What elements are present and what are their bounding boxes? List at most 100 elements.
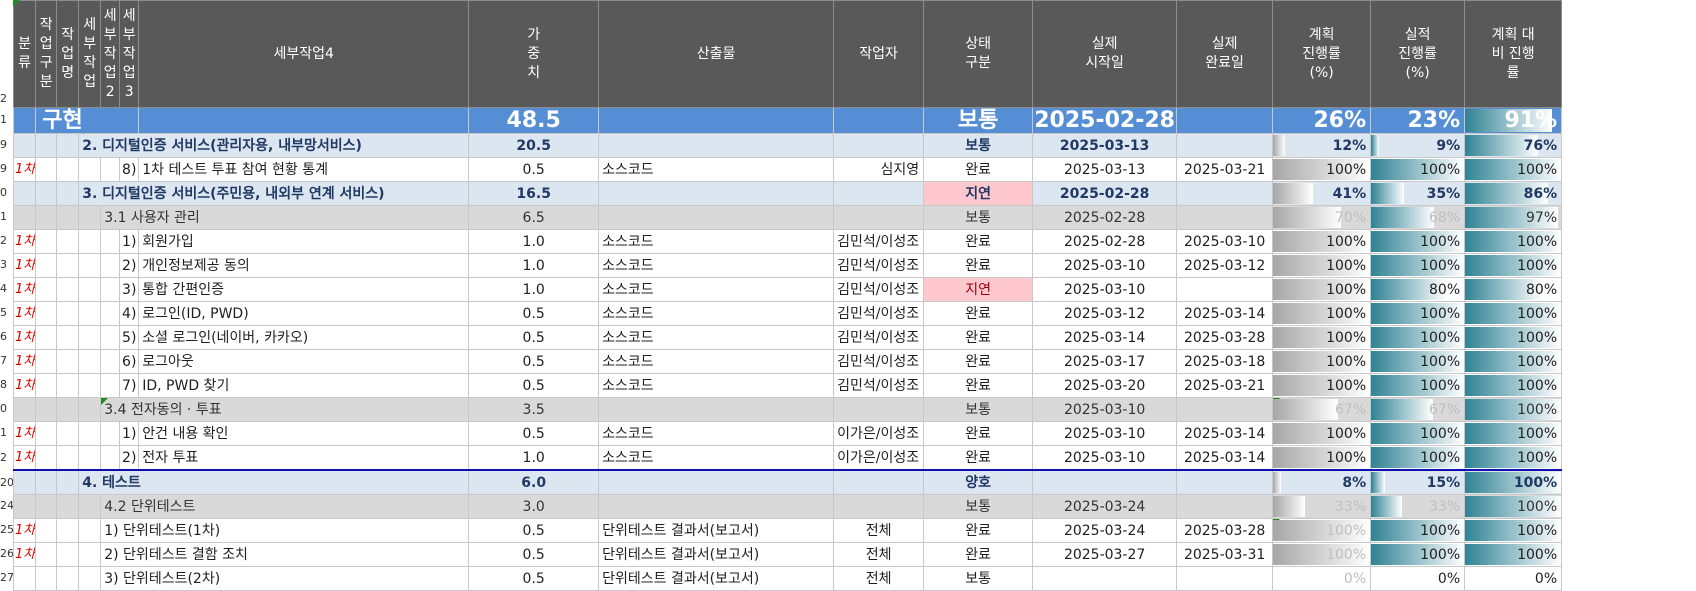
work-type-cell[interactable] [35,373,58,398]
header-work-name[interactable]: 작업명 [56,0,80,108]
status-cell[interactable]: 보통 [923,494,1034,519]
weight-cell[interactable]: 1.0 [468,229,600,254]
work-type-cell[interactable] [35,157,58,182]
task-label[interactable]: 로그인(ID, PWD) [138,301,470,326]
worker-cell[interactable]: 김민석/이성조 [833,253,925,278]
plan-cell[interactable]: 100% [1272,229,1372,254]
sub2-cell[interactable] [100,349,121,374]
task-label[interactable]: 안건 내용 확인 [138,421,470,446]
total-actual[interactable]: 23% [1370,107,1466,134]
sub1-cell[interactable] [78,494,102,519]
cat-cell[interactable] [12,181,37,206]
task-label[interactable]: 개인정보제공 동의 [138,253,470,278]
ratio-cell[interactable]: 76% [1464,133,1563,158]
work-type-cell[interactable] [35,469,58,495]
sub1-cell[interactable] [78,542,102,567]
work-type-cell[interactable] [35,205,58,230]
ratio-cell[interactable]: 100% [1464,518,1563,543]
work-name-cell[interactable] [56,542,80,567]
cat-cell[interactable] [12,397,37,422]
cat-cell[interactable]: 1차 [12,349,37,374]
output-cell[interactable]: 소스코드 [598,157,835,182]
ratio-cell[interactable]: 100% [1464,445,1563,471]
work-type-cell[interactable] [35,325,58,350]
section-label[interactable]: 3. 디지털인증 서비스(주민용, 내외부 연계 서비스) [78,181,470,206]
status-cell[interactable]: 보통 [923,566,1034,591]
ratio-cell[interactable]: 100% [1464,325,1563,350]
subsection-label[interactable]: 3.4 전자동의 · 투표 [100,397,470,422]
status-cell[interactable]: 보통 [923,205,1034,230]
plan-cell[interactable]: 70% [1272,205,1372,230]
output-cell[interactable]: 소스코드 [598,277,835,302]
end-date-cell[interactable]: 2025-03-31 [1176,542,1274,567]
end-date-cell[interactable]: 2025-03-28 [1176,518,1274,543]
plan-cell[interactable]: 67% [1272,397,1372,422]
row-number[interactable]: 9 [0,139,7,151]
status-cell[interactable]: 완료 [923,157,1034,182]
sub1-cell[interactable] [78,157,102,182]
header-start[interactable]: 실제 시작일 [1032,0,1178,108]
cat-cell[interactable]: 1차 [12,229,37,254]
plan-cell[interactable]: 100% [1272,325,1372,350]
output-cell[interactable]: 단위테스트 결과서(보고서) [598,542,835,567]
start-date-cell[interactable]: 2025-03-10 [1032,445,1178,471]
sub1-cell[interactable] [78,253,102,278]
status-cell[interactable]: 완료 [923,421,1034,446]
task-number[interactable]: 1) [119,229,140,254]
task-label[interactable]: 소셜 로그인(네이버, 카카오) [138,325,470,350]
status-cell[interactable]: 완료 [923,229,1034,254]
status-cell[interactable]: 완료 [923,445,1034,471]
task-label[interactable]: 로그아웃 [138,349,470,374]
actual-cell[interactable]: 100% [1370,253,1466,278]
work-name-cell[interactable] [56,469,80,495]
row-number[interactable]: 27 [0,572,13,584]
sub1-cell[interactable] [78,445,102,471]
end-date-cell[interactable]: 2025-03-18 [1176,349,1274,374]
row-number[interactable]: 5 [0,307,7,319]
actual-cell[interactable]: 33% [1370,494,1466,519]
cat-cell[interactable]: 1차 [12,301,37,326]
subsection-label[interactable]: 4.2 단위테스트 [100,494,470,519]
actual-cell[interactable]: 100% [1370,421,1466,446]
work-type-cell[interactable] [35,133,58,158]
row-number[interactable]: 26 [0,548,13,560]
plan-cell[interactable]: 100% [1272,421,1372,446]
work-name-cell[interactable] [56,566,80,591]
sub1-cell[interactable] [78,205,102,230]
work-type-cell[interactable] [35,277,58,302]
weight-cell[interactable]: 6.0 [468,469,600,495]
total-weight[interactable]: 48.5 [468,107,600,134]
sub2-cell[interactable] [100,421,121,446]
weight-cell[interactable]: 6.5 [468,205,600,230]
cat-cell[interactable]: 1차 [12,277,37,302]
cat-cell[interactable] [12,566,37,591]
weight-cell[interactable]: 0.5 [468,301,600,326]
work-name-cell[interactable] [56,494,80,519]
worker-cell[interactable] [833,205,925,230]
row-number[interactable]: 9 [0,163,7,175]
sub2-cell[interactable] [100,325,121,350]
actual-cell[interactable]: 100% [1370,518,1466,543]
cat-cell[interactable] [12,494,37,519]
ratio-cell[interactable]: 100% [1464,421,1563,446]
start-date-cell[interactable] [1032,469,1178,495]
row-number[interactable]: 8 [0,379,7,391]
actual-cell[interactable]: 80% [1370,277,1466,302]
total-ratio[interactable]: 91% [1464,107,1563,134]
output-cell[interactable]: 소스코드 [598,301,835,326]
total-cat-cell[interactable] [12,107,37,134]
work-name-cell[interactable] [56,157,80,182]
actual-cell[interactable]: 100% [1370,157,1466,182]
worker-cell[interactable] [833,181,925,206]
header-cat[interactable]: 분류 [12,0,37,108]
cat-cell[interactable]: 1차 [12,253,37,278]
actual-cell[interactable]: 0% [1370,566,1466,591]
output-cell[interactable]: 소스코드 [598,421,835,446]
status-cell[interactable]: 완료 [923,325,1034,350]
worker-cell[interactable] [833,494,925,519]
task-label[interactable]: 통합 간편인증 [138,277,470,302]
ratio-cell[interactable]: 100% [1464,494,1563,519]
start-date-cell[interactable]: 2025-03-13 [1032,133,1178,158]
cat-cell[interactable] [12,133,37,158]
weight-cell[interactable]: 0.5 [468,325,600,350]
